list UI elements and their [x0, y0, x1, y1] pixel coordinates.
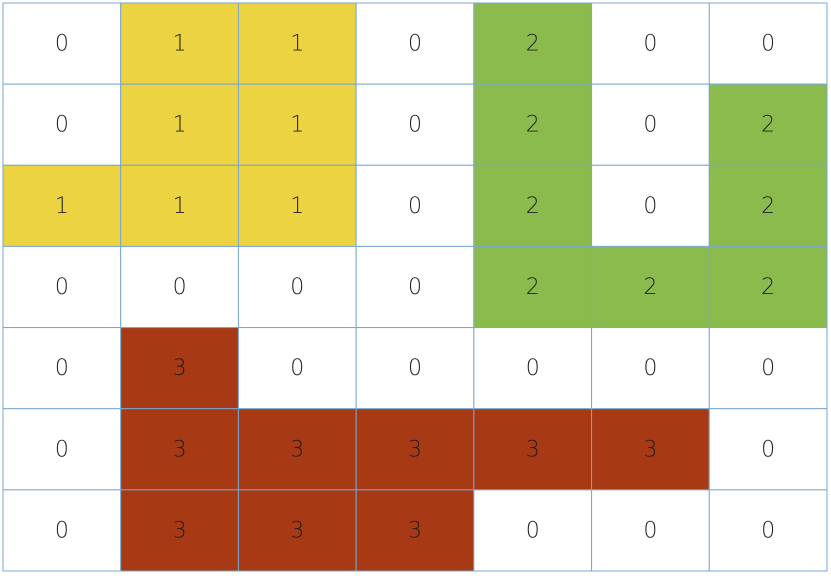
- cell-value: 0: [173, 275, 187, 300]
- cell: [708, 489, 828, 572]
- cell-value: 2: [526, 194, 540, 219]
- cell: [591, 489, 710, 572]
- cell: [708, 83, 828, 166]
- cell-value: 1: [173, 32, 187, 57]
- cell-value: 1: [173, 113, 187, 138]
- cell-value: 0: [643, 356, 657, 381]
- cell-value: 1: [290, 194, 304, 219]
- cell: [355, 2, 475, 85]
- cell-value: 0: [643, 113, 657, 138]
- cell: [237, 408, 357, 491]
- cell-value: 0: [408, 275, 422, 300]
- cell-value: 2: [526, 113, 540, 138]
- cell: [2, 2, 122, 85]
- cell-value: 3: [290, 437, 304, 462]
- cell-value: 0: [643, 32, 657, 57]
- cell: [2, 164, 122, 247]
- cell-value: 0: [55, 437, 69, 462]
- cell-value: 0: [643, 518, 657, 543]
- cell-value: 1: [173, 194, 187, 219]
- cell: [2, 408, 122, 491]
- cell: [237, 164, 357, 247]
- cell: [473, 2, 593, 85]
- cell-value: 0: [408, 32, 422, 57]
- cell-value: 0: [761, 356, 775, 381]
- cell-value: 2: [526, 275, 540, 300]
- cell: [355, 164, 475, 247]
- cell-value: 2: [643, 275, 657, 300]
- cell-value: 0: [55, 356, 69, 381]
- cell: [473, 164, 593, 247]
- cell: [2, 489, 122, 572]
- cell-value: 2: [761, 194, 775, 219]
- cell-value: 0: [55, 113, 69, 138]
- cell-value: 0: [643, 194, 657, 219]
- cell: [591, 2, 710, 85]
- cell: [120, 408, 239, 491]
- cell: [473, 83, 593, 166]
- cell-value: 0: [408, 194, 422, 219]
- cell: [355, 489, 475, 572]
- cell: [591, 245, 710, 329]
- cell: [237, 2, 357, 85]
- cell-value: 3: [173, 518, 187, 543]
- cell: [237, 327, 357, 410]
- cell: [708, 408, 828, 491]
- cell-value: 3: [290, 518, 304, 543]
- cell-value: 2: [526, 32, 540, 57]
- cell: [2, 83, 122, 166]
- cell-value: 0: [290, 275, 304, 300]
- cell-value: 0: [290, 356, 304, 381]
- cell-value: 3: [408, 437, 422, 462]
- cell: [120, 2, 239, 85]
- cell-value: 0: [408, 113, 422, 138]
- cell: [2, 245, 122, 329]
- cell-value: 3: [408, 518, 422, 543]
- cell-value: 0: [761, 518, 775, 543]
- cell: [591, 164, 710, 247]
- cell-value: 0: [761, 437, 775, 462]
- cell-value: 0: [761, 32, 775, 57]
- cell-value: 3: [173, 356, 187, 381]
- cell-value: 0: [55, 32, 69, 57]
- cell-value: 3: [173, 437, 187, 462]
- cell: [708, 164, 828, 247]
- cell-value: 3: [643, 437, 657, 462]
- cell-value: 0: [526, 356, 540, 381]
- cell-value: 1: [290, 113, 304, 138]
- cell: [120, 164, 239, 247]
- cell-value: 0: [55, 275, 69, 300]
- cell-value: 0: [55, 518, 69, 543]
- cell-value: 0: [408, 356, 422, 381]
- cell-value: 0: [526, 518, 540, 543]
- cell-value: 1: [290, 32, 304, 57]
- cell: [473, 408, 593, 491]
- cell: [237, 83, 357, 166]
- cell: [120, 245, 239, 329]
- cell: [355, 408, 475, 491]
- cell: [2, 327, 122, 410]
- cell: [473, 489, 593, 572]
- cell-value: 2: [761, 275, 775, 300]
- cell: [708, 245, 828, 329]
- cell-value: 1: [55, 194, 69, 219]
- cell: [355, 245, 475, 329]
- cell: [708, 327, 828, 410]
- cell: [591, 83, 710, 166]
- cell-value: 2: [761, 113, 775, 138]
- cell-value: 3: [526, 437, 540, 462]
- cell: [237, 489, 357, 572]
